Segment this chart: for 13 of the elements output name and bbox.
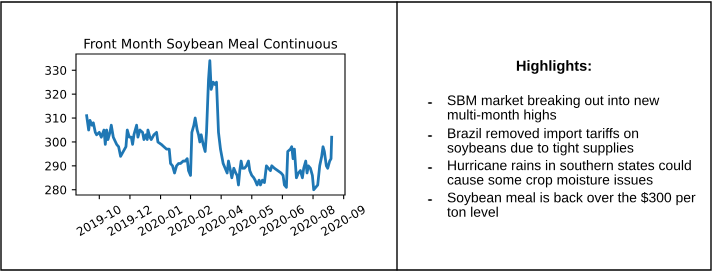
text: Brazil removed import tariffs on soybeans due to tight supplies	[447, 128, 638, 156]
text: SBM market breaking out into new multi-month highs	[448, 95, 660, 122]
y-tick-label: 330	[45, 66, 66, 75]
y-tick-label: 300	[45, 138, 66, 147]
y-tick-label: 280	[45, 185, 66, 194]
text: Highlights:	[516, 60, 591, 74]
line-series	[85, 59, 334, 192]
text: Soybean meal is back over the $300 per ton level	[447, 192, 696, 217]
text: Hurricane rains in southern states could cause some crop moisture issues	[448, 160, 691, 188]
y-tick-label: 310	[45, 114, 66, 123]
y-tick-label: 290	[45, 162, 66, 170]
y-tick-label: 320	[45, 90, 66, 99]
chart-title: Front Month Soybean Meal Continuous	[84, 38, 338, 52]
